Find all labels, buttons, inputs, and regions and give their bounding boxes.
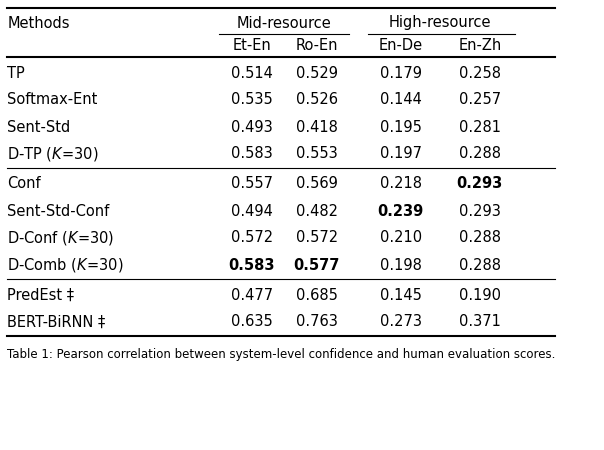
Text: 0.583: 0.583 (228, 257, 275, 273)
Text: 0.583: 0.583 (231, 147, 272, 162)
Text: 0.197: 0.197 (380, 147, 422, 162)
Text: 0.210: 0.210 (379, 230, 422, 246)
Text: 0.685: 0.685 (296, 288, 338, 302)
Text: 0.288: 0.288 (459, 230, 501, 246)
Text: 0.418: 0.418 (296, 120, 338, 135)
Text: 0.281: 0.281 (459, 120, 501, 135)
Text: 0.482: 0.482 (296, 203, 338, 219)
Text: 0.569: 0.569 (296, 176, 338, 192)
Text: 0.258: 0.258 (459, 66, 501, 81)
Text: 0.293: 0.293 (457, 176, 503, 192)
Text: 0.577: 0.577 (294, 257, 340, 273)
Text: 0.239: 0.239 (378, 203, 424, 219)
Text: Softmax-Ent: Softmax-Ent (7, 93, 98, 108)
Text: 0.535: 0.535 (231, 93, 272, 108)
Text: 0.763: 0.763 (296, 315, 338, 329)
Text: Conf: Conf (7, 176, 41, 192)
Text: BERT-BiRNN ‡: BERT-BiRNN ‡ (7, 315, 106, 329)
Text: D-Conf ($\mathit{K}$=30): D-Conf ($\mathit{K}$=30) (7, 229, 115, 247)
Text: 0.494: 0.494 (231, 203, 272, 219)
Text: TP: TP (7, 66, 25, 81)
Text: Sent-Std-Conf: Sent-Std-Conf (7, 203, 110, 219)
Text: 0.218: 0.218 (380, 176, 422, 192)
Text: 0.145: 0.145 (380, 288, 422, 302)
Text: D-TP ($\mathit{K}$=30): D-TP ($\mathit{K}$=30) (7, 145, 99, 163)
Text: 0.190: 0.190 (459, 288, 501, 302)
Text: En-Zh: En-Zh (458, 39, 501, 54)
Text: 0.572: 0.572 (296, 230, 338, 246)
Text: 0.514: 0.514 (231, 66, 272, 81)
Text: 0.371: 0.371 (459, 315, 501, 329)
Text: 0.493: 0.493 (231, 120, 272, 135)
Text: Table 1: Pearson correlation between system-level confidence and human evaluatio: Table 1: Pearson correlation between sys… (7, 348, 556, 361)
Text: 0.179: 0.179 (380, 66, 422, 81)
Text: 0.144: 0.144 (380, 93, 422, 108)
Text: D-Comb ($\mathit{K}$=30): D-Comb ($\mathit{K}$=30) (7, 256, 124, 274)
Text: 0.273: 0.273 (380, 315, 422, 329)
Text: 0.288: 0.288 (459, 147, 501, 162)
Text: Mid-resource: Mid-resource (237, 15, 332, 31)
Text: 0.195: 0.195 (380, 120, 422, 135)
Text: Sent-Std: Sent-Std (7, 120, 71, 135)
Text: 0.477: 0.477 (231, 288, 272, 302)
Text: 0.572: 0.572 (231, 230, 272, 246)
Text: 0.557: 0.557 (231, 176, 272, 192)
Text: 0.198: 0.198 (380, 257, 422, 273)
Text: Ro-En: Ro-En (295, 39, 338, 54)
Text: Methods: Methods (7, 15, 70, 31)
Text: 0.288: 0.288 (459, 257, 501, 273)
Text: 0.293: 0.293 (459, 203, 501, 219)
Text: High-resource: High-resource (389, 15, 492, 31)
Text: 0.257: 0.257 (459, 93, 501, 108)
Text: En-De: En-De (379, 39, 423, 54)
Text: PredEst ‡: PredEst ‡ (7, 288, 74, 302)
Text: 0.635: 0.635 (231, 315, 272, 329)
Text: Et-En: Et-En (232, 39, 271, 54)
Text: 0.526: 0.526 (296, 93, 338, 108)
Text: 0.553: 0.553 (296, 147, 338, 162)
Text: 0.529: 0.529 (296, 66, 338, 81)
